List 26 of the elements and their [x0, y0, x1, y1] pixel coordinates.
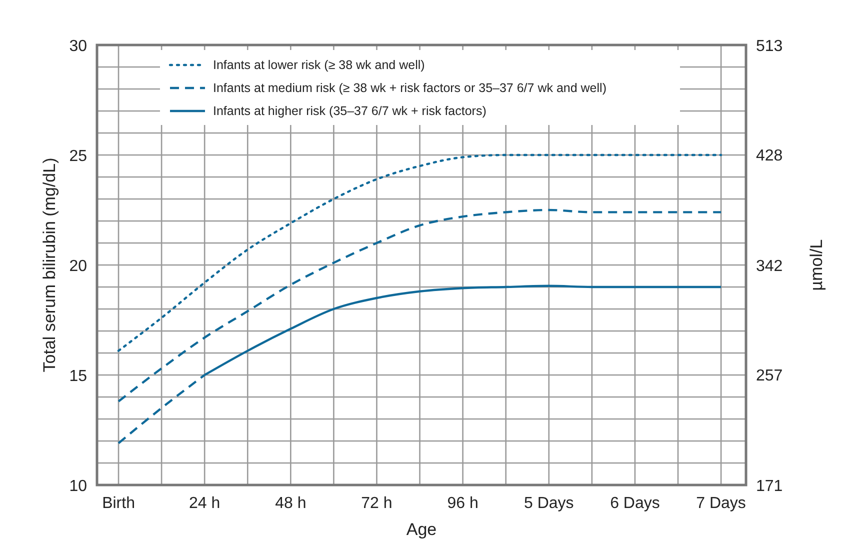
line-series [117, 208, 722, 402]
x-tick-label: Birth [102, 495, 135, 512]
y-tick-label: 10 [69, 478, 88, 495]
y-tick-label: 15 [69, 368, 88, 385]
legend-label: Infants at medium risk (≥ 38 wk + risk factors or 35–37 6/7 wk and well) [213, 81, 606, 95]
x-tick-label: 72 h [361, 495, 392, 512]
y2-tick-label: 342 [756, 258, 783, 275]
y-tick-label: 30 [69, 38, 88, 55]
x-axis-title: Age [406, 520, 437, 539]
x-tick-label: 96 h [447, 495, 478, 512]
y2-tick-label: 513 [756, 38, 783, 55]
y-tick-label: 25 [69, 148, 88, 165]
y-axis-title: Total serum bilirubin (mg/dL) [40, 158, 59, 372]
x-tick-label: 48 h [275, 495, 306, 512]
y2-tick-label: 257 [756, 367, 783, 384]
y2-axis-title: µmol/L [807, 239, 826, 291]
x-tick-label: 24 h [189, 495, 220, 512]
x-tick-label: 5 Days [524, 495, 574, 512]
x-tick-label: 6 Days [610, 495, 660, 512]
y2-tick-label: 171 [756, 478, 783, 495]
line-series [117, 154, 722, 352]
y-tick-label: 20 [69, 258, 88, 275]
x-tick-label: 7 Days [696, 495, 746, 512]
legend-label: Infants at lower risk (≥ 38 wk and well) [213, 58, 425, 72]
y2-tick-label: 428 [756, 147, 783, 164]
legend-label: Infants at higher risk (35–37 6/7 wk + risk factors) [213, 104, 486, 118]
